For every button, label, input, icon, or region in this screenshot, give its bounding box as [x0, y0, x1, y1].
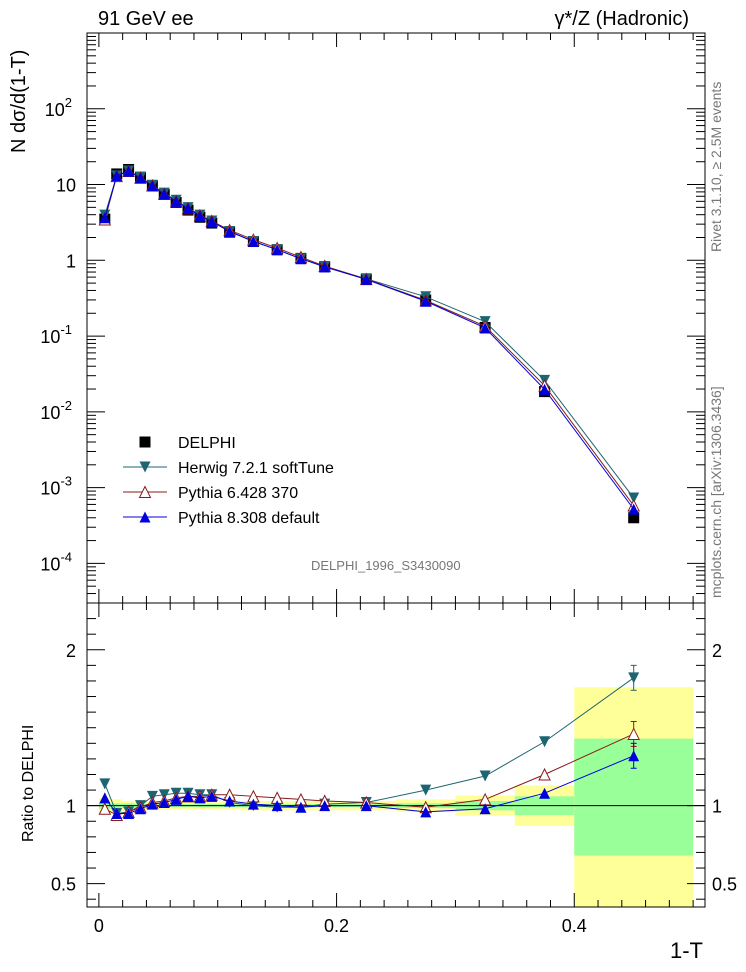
ratio-point: [99, 778, 111, 790]
data-point: [134, 172, 146, 184]
legend-label: Pythia 6.428 370: [178, 485, 298, 502]
ratio-point: [224, 795, 236, 807]
y-tick-label: 1: [66, 251, 76, 271]
ratio-point: [206, 790, 218, 802]
ratio-y-tick-label: 0.5: [51, 875, 76, 895]
series-line: [104, 170, 635, 506]
ratio-y-tick-label: 2: [66, 641, 76, 661]
data-point: [206, 216, 218, 228]
header-right-label: γ*/Z (Hadronic): [554, 8, 689, 30]
ratio-series-2: [99, 742, 640, 819]
data-point: [319, 261, 331, 273]
data-point: [247, 235, 259, 247]
data-point: [99, 212, 111, 224]
ratio-point: [628, 750, 640, 762]
legend-marker: [139, 511, 151, 523]
legend-label: Pythia 8.308 default: [178, 510, 320, 527]
data-point: [123, 165, 135, 177]
legend-label: Herwig 7.2.1 softTune: [178, 460, 334, 477]
ratio-point: [194, 792, 206, 804]
ratio-point: [271, 800, 283, 812]
ratio-y-tick-label: 1: [66, 797, 76, 817]
y-tick-label: 10: [56, 176, 76, 196]
legend-label: DELPHI: [178, 435, 236, 452]
ratio-point: [134, 803, 146, 815]
ratio-plot-frame: [86, 602, 706, 908]
ratio-point: [182, 790, 194, 802]
rivet-version-label: Rivet 3.1.10, ≥ 2.5M events: [708, 81, 724, 252]
ratio-point: [295, 801, 307, 813]
legend-marker: [138, 485, 152, 498]
data-point: [194, 210, 206, 222]
data-point: [111, 170, 123, 182]
ratio-point: [98, 802, 112, 815]
series-line: [104, 170, 635, 510]
series-1: [99, 165, 640, 504]
data-point: [479, 322, 491, 334]
ratio-point: [538, 767, 551, 781]
ratio-point: [479, 770, 491, 782]
legend-entries: DELPHI Herwig 7.2.1 softTune Pythia 6.428 …: [123, 435, 334, 527]
ratio-point: [539, 736, 551, 748]
y-tick-label: 10-4: [40, 549, 72, 574]
x-axis-ticks: [98, 33, 694, 907]
ratio-point: [170, 793, 182, 805]
data-point: [295, 253, 307, 265]
ratio-y-tick-label-right: 0.5: [712, 875, 737, 895]
top-y-ticks: [87, 35, 705, 604]
data-point: [170, 195, 182, 207]
ratio-point: [479, 803, 491, 815]
data-point: [271, 244, 283, 256]
data-point: [420, 295, 432, 307]
y-tick-label: 10-2: [40, 398, 72, 423]
analysis-watermark: DELPHI_1996_S3430090: [311, 558, 461, 573]
top-y-axis-label: N dσ/d(1-T): [8, 49, 30, 153]
ratio-point: [420, 784, 432, 796]
data-point: [360, 273, 372, 285]
ratio-point: [628, 672, 640, 684]
ratio-point: [539, 787, 551, 799]
ratio-y-ticks: [87, 618, 705, 900]
x-tick-label: 0: [94, 916, 104, 936]
ratio-point: [146, 798, 158, 810]
ratio-point: [123, 807, 135, 819]
data-point: [628, 492, 640, 504]
data-point: [182, 202, 194, 214]
y-tick-label: 10-3: [40, 474, 72, 499]
legend-marker: [139, 461, 151, 473]
ratio-point: [627, 727, 641, 740]
ratio-point: [111, 807, 123, 819]
ratio-y-tick-label-right: 2: [712, 641, 722, 661]
ratio-point: [319, 800, 331, 812]
y-tick-label: 10-1: [40, 322, 72, 347]
ratio-point: [360, 800, 372, 812]
data-point: [628, 503, 640, 515]
data-point: [539, 383, 551, 395]
x-axis-label: 1-T: [670, 938, 703, 963]
x-tick-label: 0.4: [562, 916, 587, 936]
legend-marker: [139, 436, 151, 448]
mcplots-label: mcplots.cern.ch [arXiv:1306.3436]: [708, 386, 724, 598]
data-point: [158, 188, 170, 200]
ratio-y-axis-label: Ratio to DELPHI: [20, 724, 37, 842]
y-tick-label: 102: [45, 95, 72, 120]
ratio-point: [158, 797, 170, 809]
data-point: [224, 225, 236, 237]
ratio-y-tick-label-right: 1: [712, 797, 722, 817]
series-3: [99, 165, 640, 515]
ratio-point: [99, 792, 111, 804]
ratio-point: [420, 806, 432, 818]
data-point: [146, 180, 158, 192]
ratio-point: [247, 798, 259, 810]
x-tick-label: 0.2: [324, 916, 349, 936]
data-point: [628, 512, 640, 524]
header-left-label: 91 GeV ee: [98, 8, 194, 30]
